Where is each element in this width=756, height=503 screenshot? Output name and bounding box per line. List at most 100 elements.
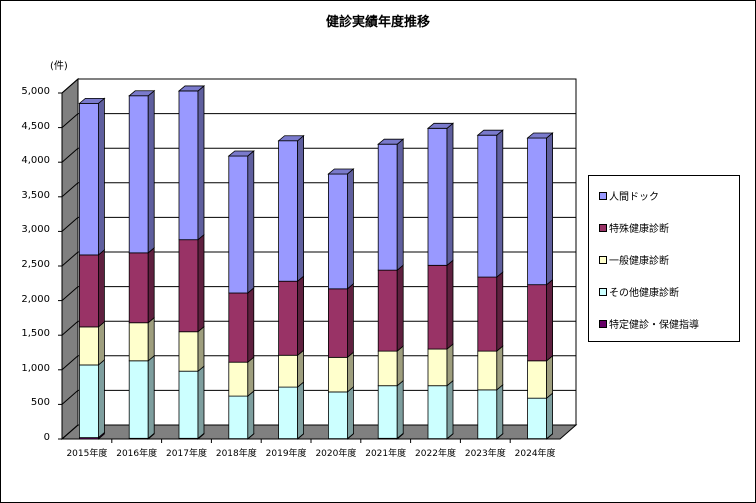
bar-segment: [427, 264, 448, 350]
bar-segment: [377, 350, 398, 387]
bar-segment-side: [197, 325, 205, 373]
bar-segment: [128, 322, 149, 362]
bar-segment-side: [496, 384, 504, 440]
gridline-diagonal: [61, 217, 79, 232]
y-tick-label: 1,000: [21, 362, 50, 374]
bar-segment-side: [197, 365, 205, 440]
bar-segment-side: [396, 264, 404, 352]
bar-segment-side: [446, 122, 454, 267]
bar-segment: [128, 360, 149, 439]
legend-item-sonota: その他健康診断: [599, 284, 679, 299]
bar-segment-side: [98, 359, 105, 439]
bar-segment: [178, 239, 199, 333]
bar-segment-side: [147, 89, 155, 254]
bar-top: [526, 132, 554, 139]
x-tick-label: 2024年度: [514, 449, 556, 459]
y-tick-label: 2,500: [21, 259, 50, 270]
bar-segment-side: [546, 278, 553, 362]
y-tick-label: 1,500: [21, 328, 50, 340]
x-tick-label: 2017年度: [166, 449, 207, 459]
legend-swatch-icon: [599, 319, 607, 328]
x-tick-label: 2023年度: [464, 449, 506, 459]
bar-segment: [79, 254, 99, 328]
bar-segment-side: [496, 129, 504, 278]
bar-segment-side: [147, 354, 155, 440]
legend-swatch-icon: [599, 287, 607, 296]
bar-segment: [128, 252, 149, 324]
bar-segment: [228, 292, 249, 363]
bar-segment-side: [247, 356, 255, 397]
bar-segment-side: [396, 345, 404, 387]
bar-segment-side: [197, 233, 205, 333]
y-tick-label: 500: [30, 397, 50, 409]
bar-segment-side: [496, 345, 504, 391]
bar-segment: [427, 127, 448, 266]
gridline-diagonal: [61, 113, 79, 128]
legend-item-ippan: 一般健康診断: [599, 252, 669, 267]
legend-swatch-icon: [599, 255, 607, 264]
gridline-diagonal: [61, 390, 79, 405]
y-tick-label: 4,000: [21, 155, 50, 167]
legend-swatch-icon: [599, 223, 607, 232]
legend-label: 一般健康診断: [609, 256, 669, 267]
bar-segment: [377, 143, 398, 271]
bar-segment: [527, 397, 547, 440]
bar-segment: [178, 90, 199, 241]
legend-label: 特殊健康診断: [609, 224, 669, 235]
bar-segment-side: [98, 249, 105, 328]
bar-segment-side: [446, 259, 454, 350]
bar-segment-side: [446, 343, 454, 387]
x-tick-label: 2022年度: [415, 449, 456, 459]
legend-label: 人間ドック: [609, 192, 659, 203]
bar-segment: [327, 356, 348, 393]
bar-segment: [278, 386, 299, 440]
bar-segment: [327, 391, 348, 440]
bar-segment-side: [446, 379, 454, 440]
x-tick-label: 2018年度: [215, 449, 257, 459]
bar-segment-side: [297, 134, 305, 283]
bar-segment-side: [546, 354, 553, 400]
x-tick-label: 2021年度: [365, 449, 407, 459]
bar-segment: [79, 326, 99, 366]
bar-top: [177, 85, 206, 92]
bar-top: [327, 168, 355, 175]
bar-segment: [377, 269, 398, 352]
gridline-diagonal: [61, 182, 79, 198]
legend-item-tokushu: 特殊健康診断: [599, 220, 669, 235]
bar-segment-side: [98, 321, 105, 366]
legend-label: その他健康診断: [609, 288, 679, 299]
bar-segment-side: [147, 246, 155, 324]
bar-segment: [327, 173, 348, 290]
gridline-diagonal: [61, 320, 79, 336]
bar-segment-side: [546, 392, 553, 440]
bar-segment: [79, 364, 99, 439]
x-tick-label: 2016年度: [116, 449, 158, 459]
bar-segment-side: [247, 150, 255, 294]
bar-segment: [79, 102, 99, 256]
bar-segment: [178, 370, 199, 439]
bar-segment: [477, 350, 498, 391]
bar-top: [227, 150, 255, 157]
y-tick-label: 3,000: [21, 224, 50, 236]
bar-segment: [278, 280, 299, 356]
legend-label: 特定健診・保健指導: [609, 320, 699, 331]
bar-segment: [228, 155, 249, 294]
bar-segment: [527, 137, 547, 286]
legend-item-tokutei: 特定健診・保健指導: [599, 316, 699, 331]
bar-top: [476, 129, 504, 136]
bar-segment-side: [346, 168, 354, 290]
bar-segment: [228, 361, 249, 397]
gridline-diagonal: [61, 78, 79, 94]
y-tick-label: 4,500: [21, 120, 50, 132]
bar-segment-side: [346, 386, 354, 440]
y-tick-label: 2,000: [21, 293, 50, 305]
bar-segment-side: [396, 138, 404, 272]
bar-segment-side: [546, 132, 553, 286]
bar-segment-side: [346, 282, 354, 359]
bar-top: [277, 135, 305, 142]
gridline-diagonal: [61, 355, 79, 371]
bar-segment: [278, 140, 299, 282]
x-tick-label: 2019年度: [265, 449, 307, 459]
legend-item-ningen-dock: 人間ドック: [599, 188, 659, 203]
